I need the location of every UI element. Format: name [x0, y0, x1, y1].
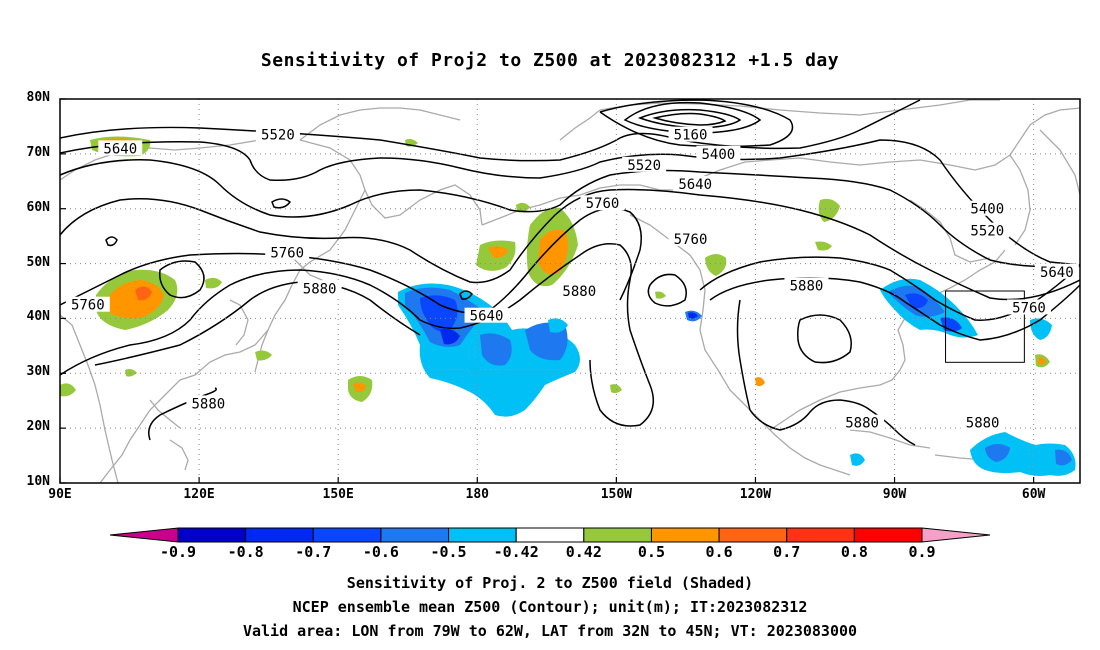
colorbar-label: 0.9: [908, 543, 936, 561]
contour-label: 5520: [622, 156, 667, 174]
lat-label: 70N: [26, 144, 50, 160]
contour-label-text: 5640: [678, 177, 712, 193]
colorbar-end-low: [109, 527, 179, 543]
lat-label: 40N: [26, 309, 50, 325]
caption-line-3: Valid area: LON from 79W to 62W, LAT fro…: [242, 622, 858, 640]
colorbar-label: -0.42: [493, 543, 539, 561]
lon-label: 90E: [48, 487, 72, 502]
caption-line-2: NCEP ensemble mean Z500 (Contour); unit(…: [292, 598, 808, 616]
colorbar-label: -0.6: [362, 543, 399, 561]
contour-label: 5880: [557, 283, 602, 300]
contour-label-text: 5760: [586, 196, 620, 212]
contour-label-text: 5520: [261, 128, 295, 144]
colorbar-label: 0.8: [840, 543, 868, 561]
colorbar-box: [380, 527, 450, 543]
contour-label: 5760: [65, 296, 110, 314]
contour-label: 5640: [673, 176, 718, 193]
contour-label-text: 5640: [1040, 265, 1074, 281]
map-plot: 5520 5640 5160 5400 5520 5640 5760 5760 5880 5760…: [59, 98, 1081, 484]
contour-label: 5880: [784, 277, 829, 295]
contour-label-text: 5880: [790, 279, 824, 295]
contour-label-text: 5760: [674, 232, 708, 248]
valid-area-box: [945, 290, 1025, 363]
contour-label-text: 5160: [674, 128, 708, 144]
contour-label: 5880: [186, 395, 231, 412]
lon-label: 90W: [882, 487, 907, 502]
colorbar-box: [448, 527, 517, 543]
contour-label: 5880: [297, 280, 342, 297]
contour-label-text: 5400: [970, 202, 1004, 218]
axis-ticks: [59, 98, 1035, 484]
grid-lines: [60, 99, 1080, 483]
colorbar-box: [312, 527, 382, 543]
lat-label: 50N: [26, 254, 50, 270]
contour-label-text: 5640: [103, 141, 137, 157]
plot-frame: [59, 98, 1081, 484]
contour-label-text: 5880: [562, 284, 596, 300]
contour-label: 5160: [668, 126, 713, 144]
contour-label-text: 5880: [845, 416, 879, 432]
lat-label: 80N: [26, 90, 50, 105]
lon-label: 60W: [1021, 487, 1046, 502]
contour-label-text: 5880: [303, 281, 337, 297]
contour-label: 5880: [960, 414, 1005, 432]
contour-label-text: 5400: [702, 147, 736, 163]
contour-label: 5520: [255, 126, 300, 144]
contour-label-text: 5760: [71, 298, 105, 314]
contour-label-text: 5640: [470, 309, 504, 325]
lat-label: 20N: [26, 419, 50, 435]
contour-label-text: 5880: [192, 396, 226, 412]
contour-labels: 5520 5640 5160 5400 5520 5640 5760 5760 5880 5760…: [65, 126, 1079, 432]
contour-label-text: 5760: [270, 246, 304, 262]
colorbar-label: 0.42: [565, 543, 602, 561]
caption-line-1: Sensitivity of Proj. 2 to Z500 field (Sh…: [346, 574, 754, 592]
colorbar-box: [786, 527, 855, 543]
contour-label: 5760: [265, 244, 310, 262]
colorbar-label: -0.9: [159, 543, 197, 561]
colorbar-label: 0.5: [637, 543, 665, 561]
colorbar: [109, 527, 991, 543]
lon-label: 180: [465, 487, 489, 502]
contour-label: 5640: [1034, 263, 1079, 281]
lat-label: 30N: [26, 364, 50, 380]
chart-title: Sensitivity of Proj2 to Z500 at 20230823…: [260, 50, 840, 71]
contour-label-text: 5520: [627, 158, 661, 174]
colorbar-box: [718, 527, 788, 543]
colorbar-box: [245, 527, 314, 543]
contour-label: 5400: [965, 200, 1010, 218]
contour-label: 5880: [840, 414, 885, 432]
colorbar-label: -0.8: [227, 543, 264, 561]
lat-label: 10N: [26, 474, 50, 489]
colorbar-label: -0.7: [295, 543, 332, 561]
contour-label: 5760: [580, 195, 625, 212]
colorbar-box: [853, 527, 923, 543]
colorbar-box: [177, 527, 247, 543]
colorbar-label: 0.6: [705, 543, 733, 561]
contour-label: 5400: [696, 145, 741, 163]
lon-label: 150E: [322, 487, 354, 502]
contour-label: 5640: [98, 140, 143, 157]
contour-label-text: 5520: [970, 224, 1004, 240]
colorbar-label: 0.7: [773, 543, 801, 561]
z500-contours: [60, 99, 1080, 446]
colorbar-box: [583, 527, 652, 543]
lat-label: 60N: [26, 199, 50, 215]
colorbar-end-high: [921, 527, 991, 543]
contour-label-text: 5760: [1012, 300, 1046, 316]
contour-label: 5760: [668, 230, 713, 248]
colorbar-box: [650, 527, 720, 543]
contour-label: 5640: [464, 307, 509, 325]
colorbar-box: [515, 527, 585, 543]
contour-label: 5760: [1007, 299, 1051, 316]
lon-label: 120E: [183, 487, 215, 502]
lon-label: 150W: [600, 487, 633, 502]
contour-label: 5520: [965, 222, 1010, 240]
lon-label: 120W: [739, 487, 772, 502]
contour-label-text: 5880: [966, 416, 1000, 432]
colorbar-label: -0.5: [430, 543, 467, 561]
